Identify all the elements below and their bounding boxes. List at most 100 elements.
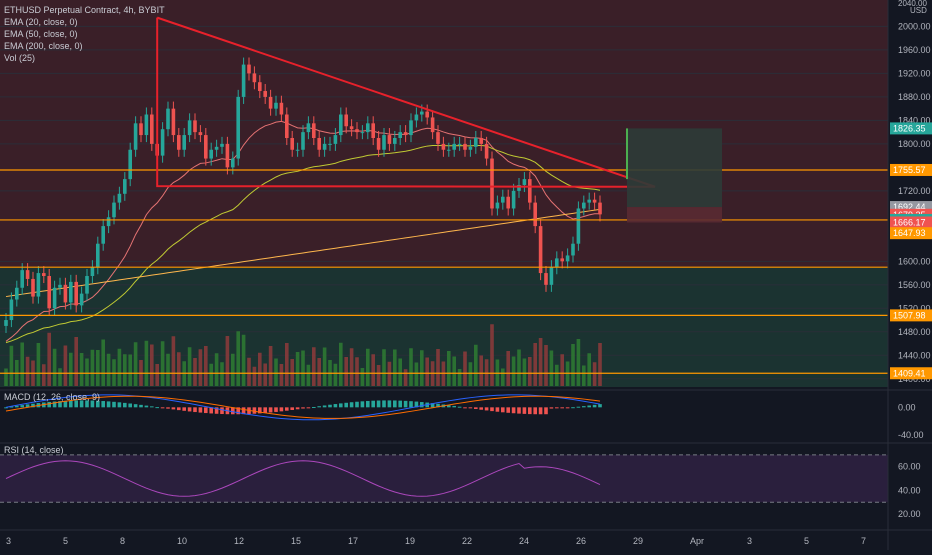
candle	[231, 158, 235, 168]
candle	[393, 138, 397, 144]
candle	[290, 138, 294, 150]
rsi-legend: RSI (14, close)	[4, 445, 64, 455]
price-tick: 1920.00	[898, 68, 931, 78]
time-tick: Apr	[690, 536, 704, 546]
volume-bar	[349, 348, 354, 386]
candle	[139, 123, 143, 136]
candle	[258, 82, 262, 92]
volume-bar	[74, 337, 78, 386]
volume-bar	[425, 357, 429, 386]
candle	[382, 135, 386, 150]
macd-histogram-bar	[301, 407, 305, 409]
volume-bar	[398, 358, 402, 386]
volume-bar	[47, 332, 51, 386]
macd-histogram-bar	[339, 403, 343, 408]
macd-histogram-bar	[306, 407, 311, 409]
volume-bar	[52, 348, 57, 386]
macd-histogram-bar	[447, 405, 451, 408]
macd-histogram-bar	[139, 404, 143, 408]
volume-bar	[420, 350, 424, 386]
volume-bar	[490, 324, 494, 386]
volume-bar	[274, 358, 278, 386]
candle	[85, 276, 89, 294]
macd-histogram-bar	[252, 407, 257, 414]
volume-bar	[376, 365, 381, 386]
candle	[430, 117, 435, 133]
candle	[220, 143, 224, 147]
candle	[506, 196, 510, 209]
macd-histogram-bar	[501, 407, 505, 413]
macd-histogram-bar	[52, 401, 57, 408]
price-tick: 1600.00	[898, 256, 931, 266]
macd-histogram-bar	[328, 404, 332, 408]
time-tick: 12	[234, 536, 244, 546]
volume-bar	[112, 359, 116, 386]
macd-tick: 0.00	[898, 402, 916, 412]
candle	[96, 243, 100, 268]
volume-bar	[484, 359, 489, 386]
candle	[69, 281, 73, 303]
macd-histogram-bar	[452, 405, 456, 408]
candle	[533, 202, 537, 227]
volume-bar	[58, 368, 62, 386]
macd-histogram-bar	[193, 407, 197, 413]
rsi-band	[0, 454, 888, 503]
candle	[441, 143, 446, 150]
volume-bar	[204, 346, 208, 386]
macd-histogram-bar	[490, 407, 494, 412]
volume-bar	[241, 334, 246, 386]
macd-pane	[0, 390, 888, 442]
volume-bar	[506, 351, 510, 386]
candle	[349, 126, 354, 130]
macd-histogram-bar	[241, 407, 246, 415]
price-label: 1409.41	[893, 368, 926, 378]
macd-histogram-bar	[47, 401, 51, 408]
candle	[4, 320, 8, 326]
candle	[371, 123, 375, 139]
macd-histogram-bar	[592, 404, 597, 408]
candle	[198, 132, 203, 136]
candle	[436, 132, 440, 144]
macd-histogram-bar	[571, 407, 575, 409]
candle	[528, 179, 532, 203]
volume-bar	[587, 353, 591, 386]
candle	[301, 132, 305, 150]
time-tick: 15	[291, 536, 301, 546]
candle	[117, 193, 122, 203]
candle	[538, 226, 543, 274]
candle	[204, 135, 208, 159]
volume-bar	[544, 345, 548, 386]
macd-histogram-bar	[376, 400, 381, 408]
macd-histogram-bar	[598, 404, 602, 408]
candle	[328, 143, 332, 145]
candle	[209, 149, 213, 159]
macd-histogram-bar	[4, 407, 8, 409]
ema20-legend: EMA (20, close, 0)	[4, 17, 78, 27]
macd-histogram-bar	[20, 405, 24, 408]
candle	[479, 138, 483, 144]
candle	[387, 135, 392, 144]
volume-bar	[268, 346, 273, 386]
volume-bar	[117, 348, 122, 386]
candle	[268, 96, 273, 109]
macd-histogram-bar	[117, 402, 122, 408]
volume-bar	[312, 347, 316, 386]
stop-box	[627, 207, 722, 223]
target-box	[627, 128, 722, 208]
candle	[225, 143, 230, 168]
time-tick: 5	[804, 536, 809, 546]
volume-bar	[436, 349, 440, 386]
candle	[409, 120, 413, 136]
descending-triangle	[156, 16, 656, 188]
price-label-bg	[890, 227, 932, 240]
macd-histogram-bar	[398, 400, 402, 408]
volume-bar	[555, 364, 559, 386]
currency-label: USD	[910, 6, 927, 15]
price-label: 1755.57	[893, 165, 926, 175]
candle	[398, 132, 402, 139]
macd-histogram-bar	[79, 400, 84, 408]
candle	[241, 64, 246, 97]
candle	[133, 123, 138, 150]
